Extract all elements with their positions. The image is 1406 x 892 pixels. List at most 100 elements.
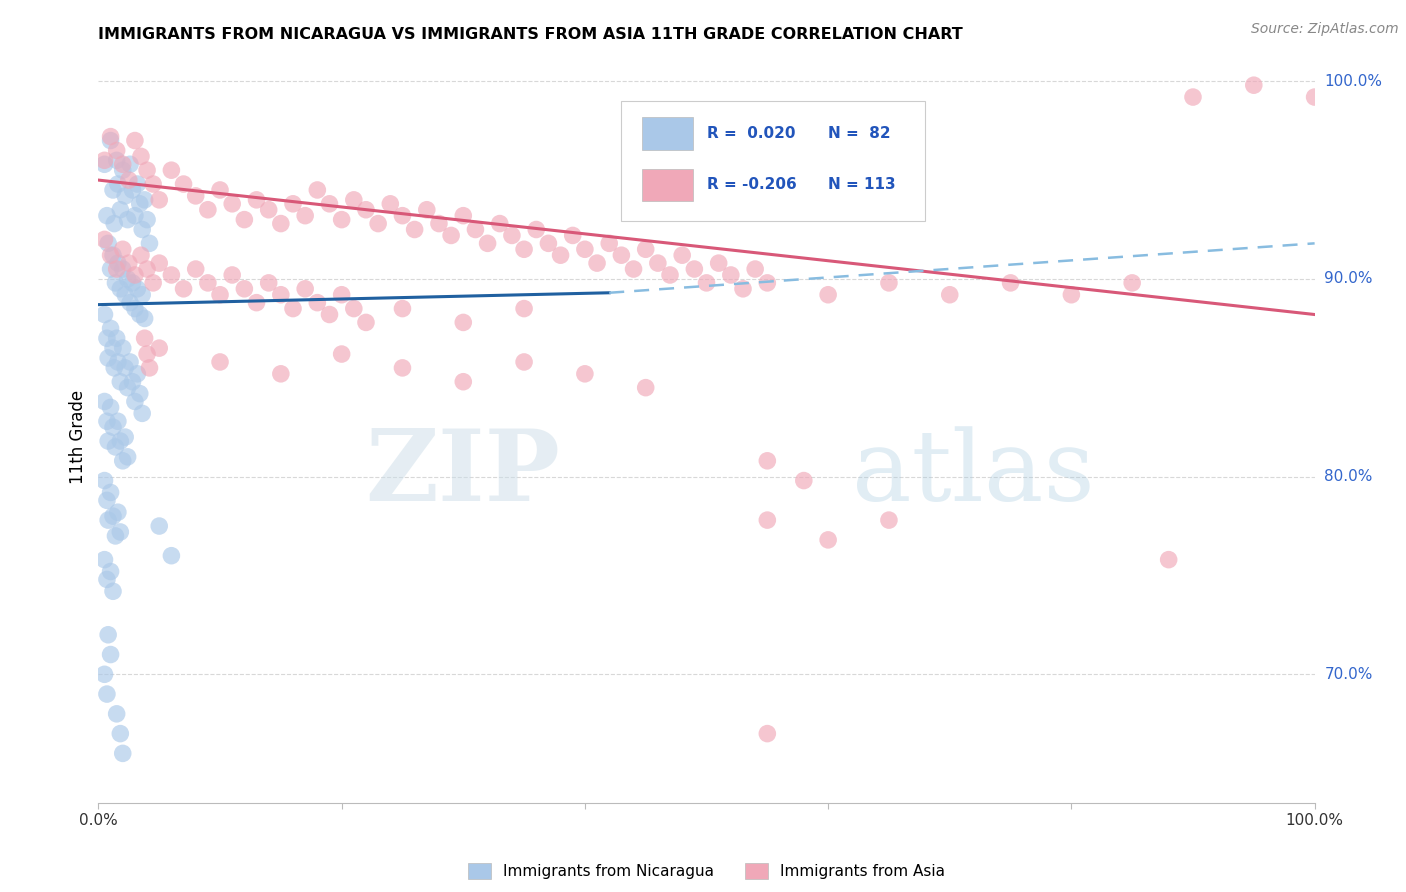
Point [634,242,657,256]
Point [257,202,280,217]
Point [121,276,143,290]
Point [128,196,150,211]
Point [124,209,146,223]
Point [105,262,128,277]
Point [1157,552,1180,566]
Point [281,301,304,316]
Point [1303,90,1326,104]
Point [110,524,132,539]
Point [103,360,125,375]
Point [1121,276,1143,290]
Point [416,202,439,217]
Point [221,268,243,282]
FancyBboxPatch shape [643,118,693,150]
Point [93,474,115,488]
Point [100,485,122,500]
Point [294,209,316,223]
Point [101,248,124,262]
Point [598,236,620,251]
Point [110,282,132,296]
Point [209,183,232,197]
Point [93,308,115,322]
Point [110,202,132,217]
Point [1243,78,1265,93]
Text: ZIP: ZIP [366,425,561,522]
Point [330,347,353,361]
Point [307,295,329,310]
Point [101,420,124,434]
Point [610,248,633,262]
Point [671,248,693,262]
Point [148,519,170,533]
Point [270,287,292,301]
Point [97,628,120,642]
Point [107,256,129,270]
Point [128,386,150,401]
Point [756,276,779,290]
Point [623,262,645,277]
Point [101,341,124,355]
Point [131,406,153,420]
Point [100,248,122,262]
Point [136,347,159,361]
Point [343,193,366,207]
Point [105,331,128,345]
Text: IMMIGRANTS FROM NICARAGUA VS IMMIGRANTS FROM ASIA 11TH GRADE CORRELATION CHART: IMMIGRANTS FROM NICARAGUA VS IMMIGRANTS … [98,27,963,42]
Point [307,183,329,197]
Point [111,262,134,277]
Point [117,272,139,286]
Point [100,262,122,277]
Point [129,149,152,163]
Point [221,196,243,211]
Point [131,222,153,236]
Point [136,262,159,277]
Point [121,183,143,197]
Point [550,248,572,262]
Point [367,217,389,231]
Point [117,212,139,227]
Point [330,212,353,227]
Point [817,533,839,547]
Point [197,202,219,217]
Point [380,196,402,211]
Point [537,236,560,251]
Point [96,573,118,587]
Text: 80.0%: 80.0% [1324,469,1372,484]
Text: R =  0.020: R = 0.020 [707,126,794,141]
Point [97,513,120,527]
Point [744,262,766,277]
Legend: Immigrants from Nicaragua, Immigrants from Asia: Immigrants from Nicaragua, Immigrants fr… [468,863,945,880]
Point [104,276,127,290]
Point [105,153,128,168]
Point [104,440,127,454]
Point [97,236,120,251]
Point [124,301,146,316]
Point [100,129,122,144]
Point [142,276,165,290]
Point [696,276,718,290]
Point [101,584,124,599]
Y-axis label: 11th Grade: 11th Grade [69,390,87,484]
Point [101,183,124,197]
Point [720,268,742,282]
Point [756,454,779,468]
Point [318,308,340,322]
Point [110,726,132,740]
Point [93,153,115,168]
Point [756,726,779,740]
Point [93,394,115,409]
Point [127,282,149,296]
Point [97,351,120,365]
Point [134,193,156,207]
Point [756,513,779,527]
Point [93,157,115,171]
Point [160,268,183,282]
Text: R = -0.206: R = -0.206 [707,178,796,193]
Point [354,315,377,329]
Point [173,282,195,296]
Point [513,355,536,369]
Point [245,295,267,310]
Point [877,276,900,290]
Point [110,434,132,448]
Point [148,256,170,270]
